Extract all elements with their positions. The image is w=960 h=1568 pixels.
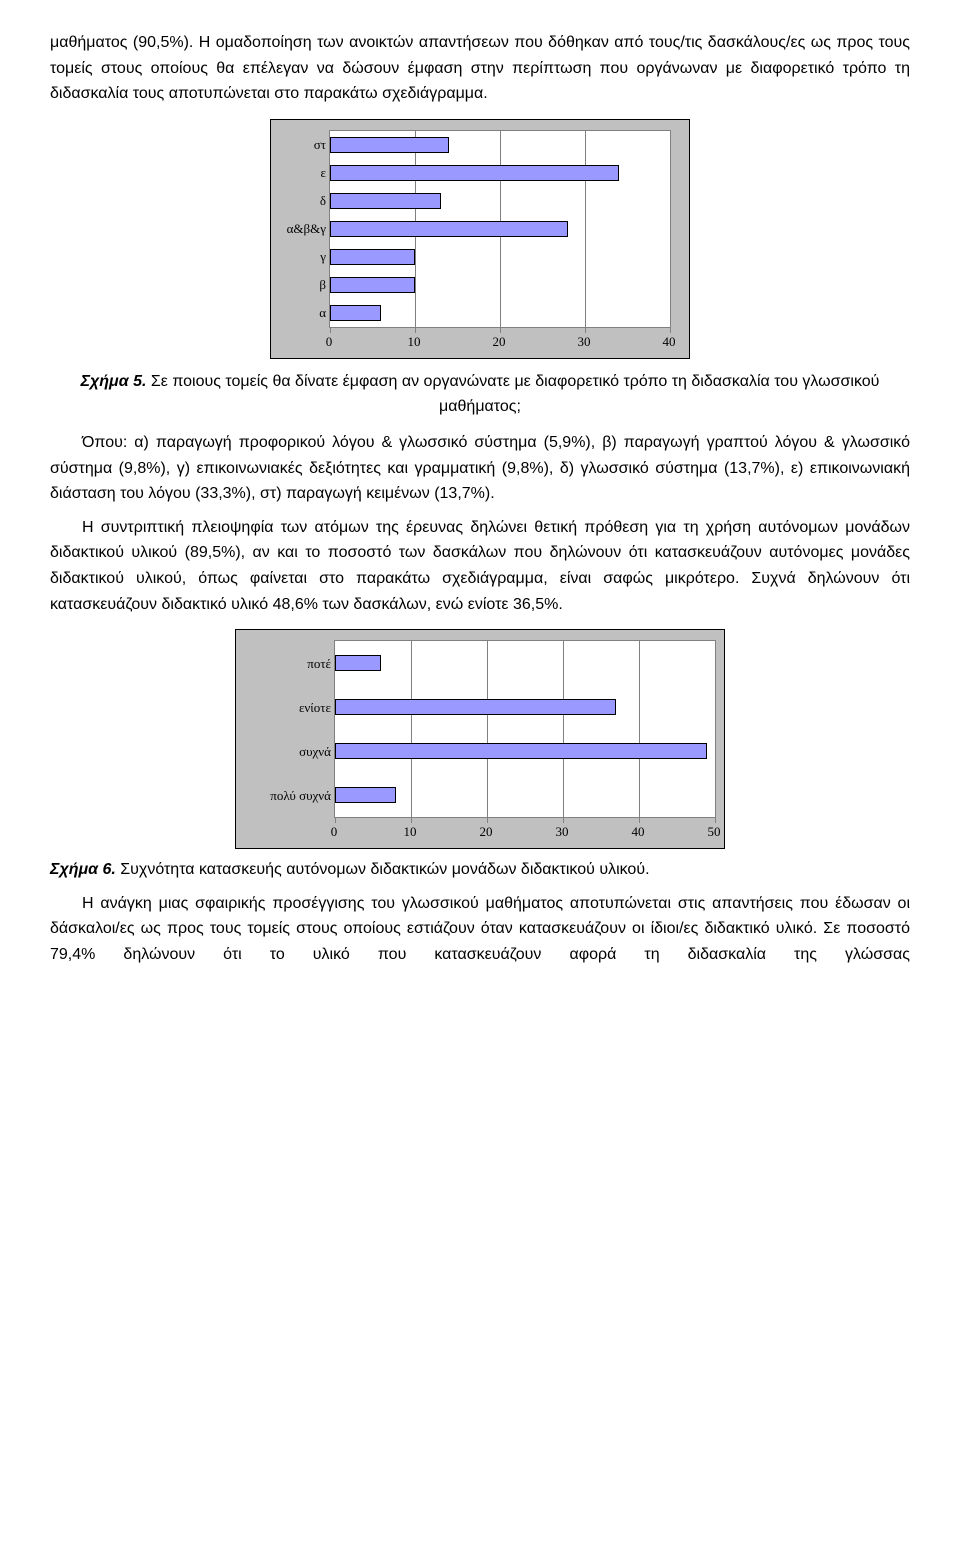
paragraph-2: Η συντριπτική πλειοψηφία των ατόμων της … bbox=[50, 515, 910, 617]
caption-5-body: Όπου: α) παραγωγή προφορικού λόγου & γλω… bbox=[50, 430, 910, 507]
caption-5-title: Σε ποιους τομείς θα δίνατε έμφαση αν οργ… bbox=[146, 373, 879, 416]
chart-category-label: δ bbox=[282, 194, 326, 207]
chart-bar bbox=[330, 165, 619, 181]
chart-bar bbox=[330, 193, 441, 209]
chart-bar bbox=[330, 277, 415, 293]
chart-x-label: 40 bbox=[663, 332, 676, 353]
paragraph-1: μαθήματος (90,5%). Η ομαδοποίηση των ανο… bbox=[50, 30, 910, 107]
chart-bar bbox=[330, 305, 381, 321]
chart-bar bbox=[330, 137, 449, 153]
chart-bar bbox=[335, 655, 381, 671]
chart-6-container: ποτέ ενίοτε συχνά πολύ συχνά 0 10 20 30 40 50 bbox=[50, 629, 910, 849]
chart-bar bbox=[330, 221, 568, 237]
caption-6: Σχήμα 6. Συχνότητα κατασκευής αυτόνομων … bbox=[50, 857, 910, 883]
caption-6-title: Συχνότητα κατασκευής αυτόνομων διδακτικώ… bbox=[116, 861, 650, 878]
chart-x-label: 20 bbox=[480, 822, 493, 843]
paragraph-3: Η ανάγκη μιας σφαιρικής προσέγγισης του … bbox=[50, 891, 910, 968]
chart-category-label: α&β&γ bbox=[282, 222, 326, 235]
chart-bar bbox=[335, 743, 707, 759]
chart-x-label: 30 bbox=[578, 332, 591, 353]
chart-bar bbox=[335, 699, 616, 715]
chart-x-label: 50 bbox=[708, 822, 721, 843]
chart-category-label: ε bbox=[282, 166, 326, 179]
chart-x-label: 10 bbox=[408, 332, 421, 353]
chart-category-label: ποτέ bbox=[247, 657, 331, 670]
chart-bar bbox=[330, 249, 415, 265]
chart-category-label: συχνά bbox=[247, 745, 331, 758]
chart-category-label: στ bbox=[282, 138, 326, 151]
chart-x-label: 20 bbox=[493, 332, 506, 353]
chart-x-label: 10 bbox=[404, 822, 417, 843]
caption-6-lead: Σχήμα 6. bbox=[50, 861, 116, 878]
chart-x-label: 0 bbox=[326, 332, 333, 353]
chart-x-label: 40 bbox=[632, 822, 645, 843]
chart-5-container: στ ε δ α&β&γ γ β α0 10 20 30 40 bbox=[50, 119, 910, 359]
chart-bar bbox=[335, 787, 396, 803]
chart-category-label: β bbox=[282, 278, 326, 291]
chart-category-label: γ bbox=[282, 250, 326, 263]
caption-5: Σχήμα 5. Σε ποιους τομείς θα δίνατε έμφα… bbox=[50, 369, 910, 420]
chart-x-label: 0 bbox=[331, 822, 338, 843]
chart-category-label: ενίοτε bbox=[247, 701, 331, 714]
caption-5-lead: Σχήμα 5. bbox=[81, 373, 147, 390]
chart-x-label: 30 bbox=[556, 822, 569, 843]
chart-category-label: α bbox=[282, 306, 326, 319]
chart-6: ποτέ ενίοτε συχνά πολύ συχνά 0 10 20 30 40 50 bbox=[235, 629, 725, 849]
chart-category-label: πολύ συχνά bbox=[247, 789, 331, 802]
chart-5: στ ε δ α&β&γ γ β α0 10 20 30 40 bbox=[270, 119, 690, 359]
